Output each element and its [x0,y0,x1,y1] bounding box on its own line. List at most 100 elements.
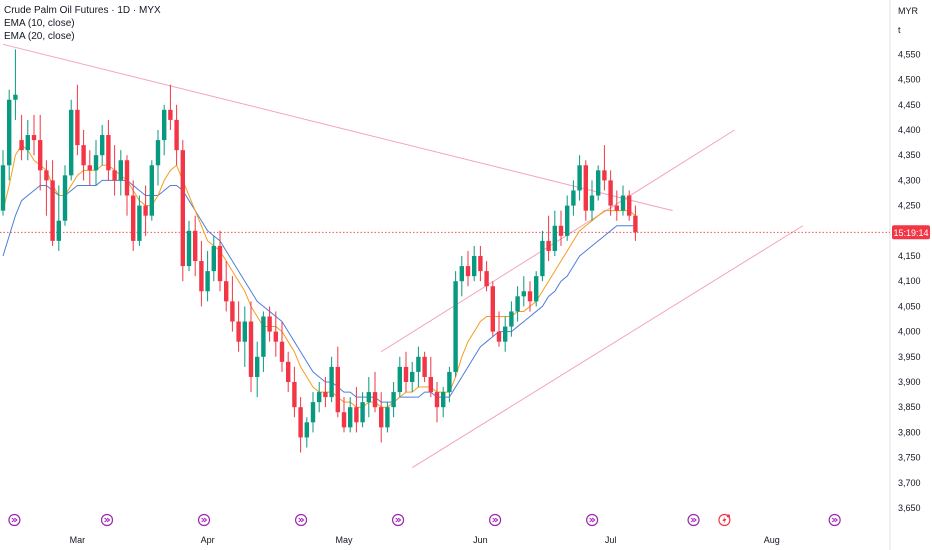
candle-body[interactable] [143,205,148,216]
candle-body[interactable] [583,165,588,211]
candle-body[interactable] [162,109,167,141]
event-icon[interactable] [294,513,308,527]
candle-body[interactable] [205,271,210,292]
candle-body[interactable] [149,165,154,216]
candle-body[interactable] [224,281,229,302]
event-icon[interactable] [489,513,502,527]
candle-body[interactable] [248,321,254,377]
candle-body[interactable] [546,240,551,251]
candle-body[interactable] [62,175,68,221]
candle-body[interactable] [13,94,18,100]
candle-body[interactable] [633,215,638,233]
candle-body[interactable] [620,195,626,211]
candle-body[interactable] [100,135,105,156]
candle-body[interactable] [131,195,136,241]
candle-body[interactable] [341,412,347,428]
candle-body[interactable] [577,165,582,191]
candle-body[interactable] [186,230,192,267]
candle-body[interactable] [459,266,464,282]
candle-body[interactable] [372,392,378,408]
candle-body[interactable] [155,140,161,166]
candle-body[interactable] [478,256,483,272]
candle-body[interactable] [211,245,216,272]
candle-body[interactable] [627,195,632,216]
candle-body[interactable] [81,145,86,166]
candle-body[interactable] [558,225,564,236]
event-icon[interactable] [391,513,405,527]
trend-line[interactable] [2,43,673,212]
candle-body[interactable] [509,311,514,327]
candle-body[interactable] [304,422,309,438]
candle-body[interactable] [75,109,80,146]
currency-label[interactable]: MYR [898,6,918,16]
candle-body[interactable] [416,356,421,372]
candle-body[interactable] [323,392,328,398]
candle-body[interactable] [193,230,198,262]
candle-body[interactable] [255,356,260,377]
candle-body[interactable] [602,170,607,181]
candle-body[interactable] [137,205,142,241]
candle-body[interactable] [112,170,117,181]
candle-body[interactable] [69,109,74,176]
candle-body[interactable] [329,366,334,398]
candle-body[interactable] [335,366,340,413]
candle-body[interactable] [230,301,235,322]
candle-body[interactable] [354,407,359,423]
candle-body[interactable] [496,331,502,342]
candle-body[interactable] [527,291,533,302]
candle-body[interactable] [298,407,303,438]
candle-body[interactable] [565,205,570,236]
candle-body[interactable] [589,195,595,211]
event-icon[interactable] [687,513,700,527]
event-icon[interactable] [828,513,841,527]
event-icon[interactable] [8,513,21,527]
candle-body[interactable] [292,382,297,408]
candle-body[interactable] [540,240,545,277]
candle-body[interactable] [534,276,539,302]
candle-body[interactable] [614,205,619,211]
event-icon[interactable] [586,513,599,527]
candle-body[interactable] [44,170,49,181]
candle-body[interactable] [242,321,247,342]
candle-body[interactable] [286,361,291,382]
candle-body[interactable] [25,135,30,151]
candle-body[interactable] [38,140,43,171]
candle-body[interactable] [50,180,55,241]
candle-body[interactable] [379,407,384,428]
candle-body[interactable] [236,321,241,342]
candle-body[interactable] [503,326,508,342]
candle-body[interactable] [391,392,396,408]
candle-body[interactable] [453,281,458,372]
trend-line[interactable] [380,129,735,353]
candle-body[interactable] [521,291,526,297]
candle-body[interactable] [261,316,266,357]
candle-body[interactable] [93,155,99,171]
event-icon[interactable] [100,513,114,527]
candle-body[interactable] [273,331,278,342]
candle-body[interactable] [217,245,223,282]
lightning-icon[interactable] [718,513,731,527]
candle-body[interactable] [174,119,179,151]
candle-body[interactable] [7,99,12,166]
candle-body[interactable] [124,160,130,196]
candle-body[interactable] [360,402,365,423]
candle-body[interactable] [199,261,204,292]
candle-body[interactable] [106,135,111,171]
candle-body[interactable] [348,407,353,428]
candle-body[interactable] [118,160,123,181]
candle-body[interactable] [168,109,173,120]
candle-body[interactable] [267,316,272,332]
candle-body[interactable] [310,402,316,423]
candle-body[interactable] [608,180,613,206]
candle-body[interactable] [366,392,371,403]
candle-body[interactable] [552,225,557,251]
candle-body[interactable] [317,392,322,403]
candle-body[interactable] [447,371,452,393]
candle-body[interactable] [484,271,489,287]
candle-body[interactable] [19,140,24,151]
trend-line[interactable] [411,225,804,469]
candle-body[interactable] [465,266,471,277]
candle-body[interactable] [490,286,495,332]
candle-body[interactable] [87,165,92,171]
